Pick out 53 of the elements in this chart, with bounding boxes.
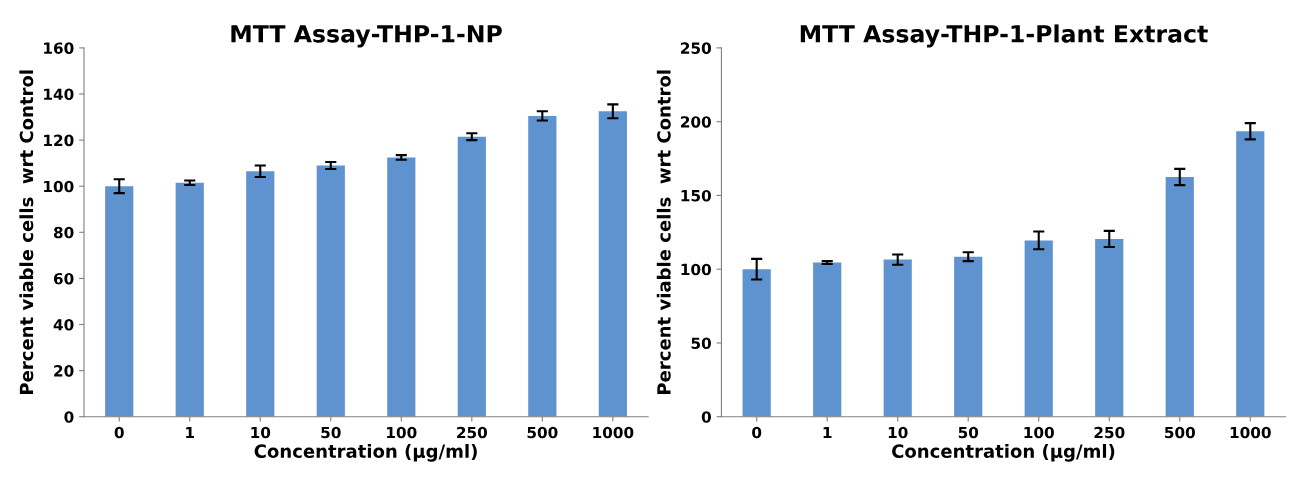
y-tick-label: 100 <box>44 180 74 193</box>
y-tick-label: 100 <box>681 263 711 276</box>
x-tick-label: 250 <box>1094 426 1125 439</box>
x-tick-label: 50 <box>321 426 341 439</box>
x-tick-label: 0 <box>114 426 124 439</box>
x-axis-title: Concentration (µg/ml) <box>892 444 1115 462</box>
y-tick-label: 160 <box>44 42 74 54</box>
y-tick-label: 0 <box>701 411 711 423</box>
bar <box>742 269 771 417</box>
bar <box>1236 131 1265 417</box>
x-tick-label: 50 <box>958 426 979 439</box>
x-tick-label: 10 <box>251 426 271 439</box>
x-tick-label: 250 <box>457 426 488 439</box>
bar <box>246 171 275 417</box>
y-tick-label: 50 <box>691 337 711 349</box>
y-tick-label: 60 <box>53 272 74 285</box>
y-tick-label: 250 <box>681 42 711 54</box>
x-axis-title: Concentration (µg/ml) <box>254 444 477 462</box>
x-tick-label: 1000 <box>1230 426 1271 439</box>
y-tick-label: 120 <box>44 134 74 147</box>
x-tick-label: 1 <box>823 426 832 439</box>
x-tick-label: 500 <box>1165 426 1195 439</box>
bar <box>175 182 204 417</box>
x-tick-label: 1 <box>186 426 195 439</box>
y-axis-title: Percent viable cells wrt Control <box>656 70 671 394</box>
bar <box>457 136 486 417</box>
bar <box>105 186 134 417</box>
x-tick-label: 1000 <box>593 426 634 439</box>
bar <box>387 157 416 417</box>
y-tick-label: 0 <box>64 411 74 423</box>
y-tick-label: 200 <box>681 116 711 128</box>
bar <box>316 165 345 417</box>
bar <box>1024 240 1053 417</box>
bar <box>954 256 983 417</box>
x-tick-label: 100 <box>387 426 417 439</box>
y-tick-label: 140 <box>44 88 74 101</box>
x-tick-label: 100 <box>1024 426 1054 439</box>
chart-title: MTT Assay-THP-1-NP <box>231 25 502 48</box>
bar <box>813 262 842 417</box>
bar <box>528 115 557 417</box>
bar <box>883 259 912 417</box>
bar <box>1095 238 1124 417</box>
x-tick-label: 10 <box>888 426 908 439</box>
y-tick-label: 40 <box>53 318 74 331</box>
x-tick-label: 0 <box>752 426 762 439</box>
x-tick-label: 500 <box>527 426 558 439</box>
y-axis-title: Percent viable cells wrt Control <box>19 70 34 394</box>
chart-title: MTT Assay-THP-1-Plant Extract <box>800 24 1208 48</box>
y-tick-label: 150 <box>681 189 711 202</box>
bar <box>1165 176 1194 417</box>
y-tick-label: 80 <box>53 226 74 239</box>
y-tick-label: 20 <box>54 365 74 377</box>
bar <box>598 111 627 417</box>
